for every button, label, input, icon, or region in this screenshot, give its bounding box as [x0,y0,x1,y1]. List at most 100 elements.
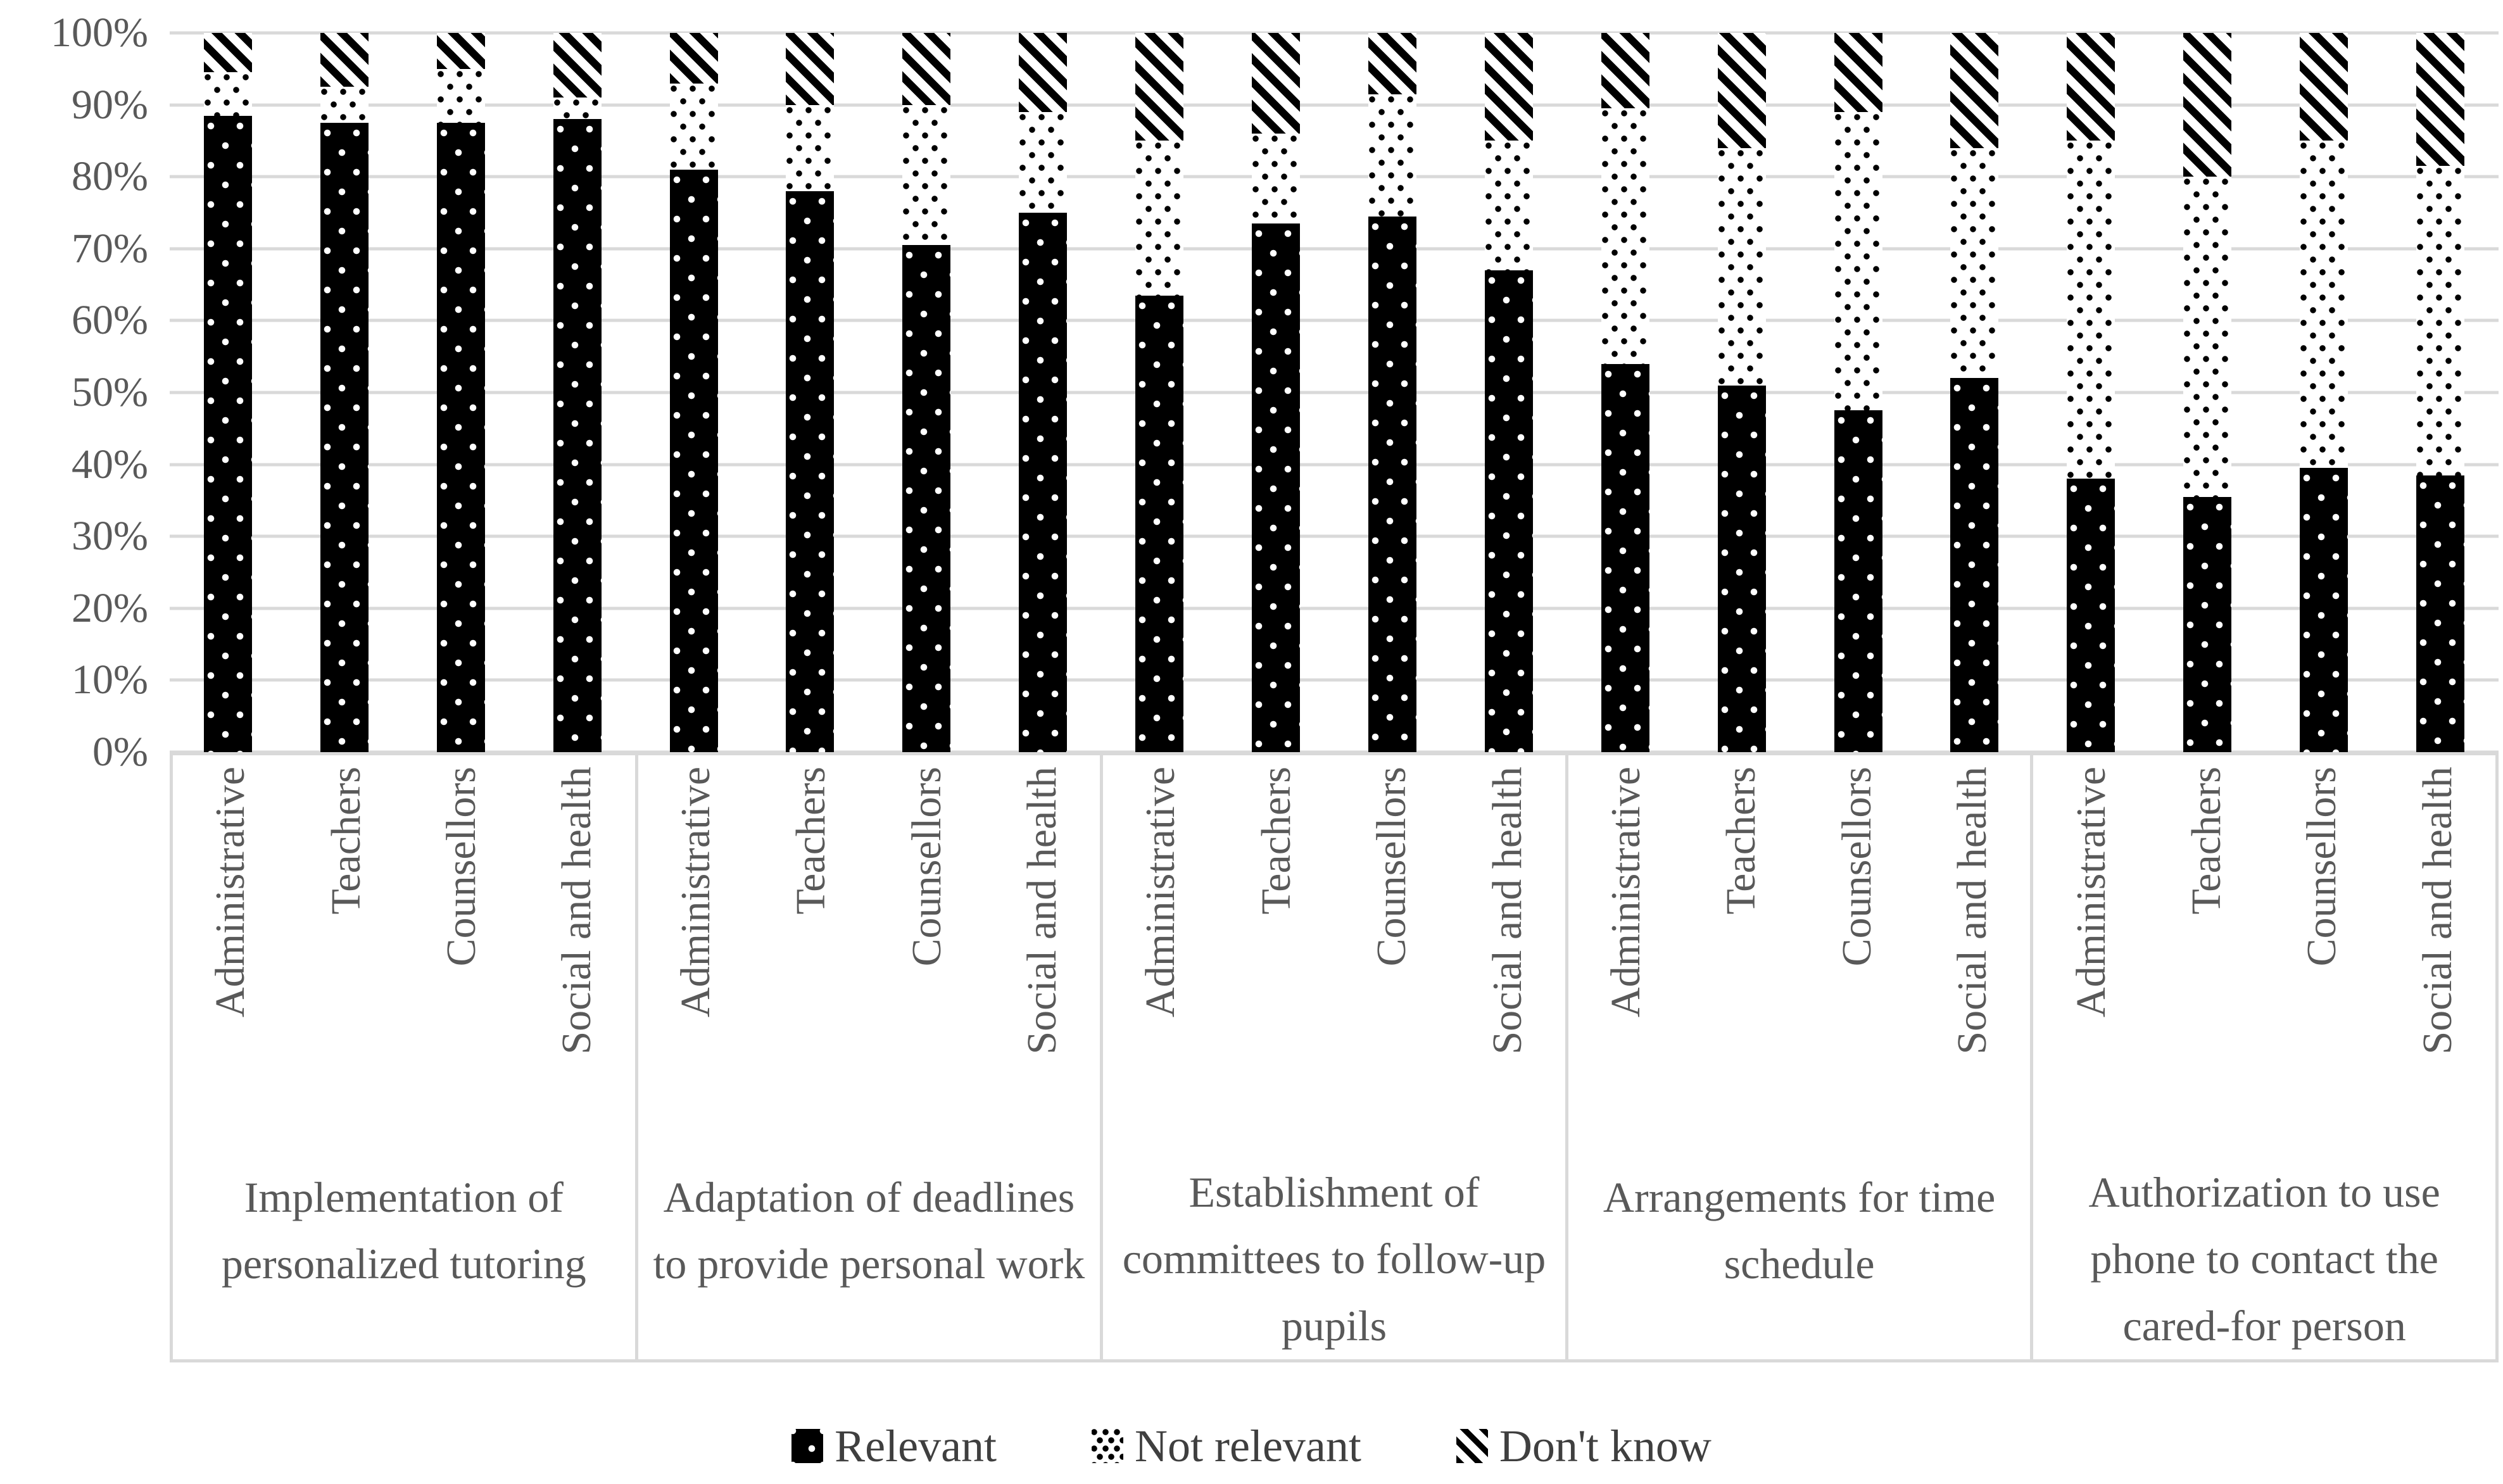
y-tick-label: 100% [51,9,148,56]
bar-segment-not-relevant [669,83,718,170]
bar-segment-dont-know [436,33,485,69]
sub-category-label-cell: Social and health [1449,755,1565,1143]
bar-slot [170,33,286,752]
stacked-bar [553,33,602,752]
bar-segment-dont-know [669,33,718,84]
y-tick-label: 30% [72,513,148,560]
x-axis-bar-label: Teachers [788,767,835,915]
gridline [170,175,2499,179]
bar-slot [403,33,519,752]
bar-segment-relevant [2416,475,2465,752]
group-label-text: Implementation of personalized tutoring [221,1173,586,1288]
bar-slot [1684,33,1800,752]
y-tick-label: 50% [72,369,148,415]
bar-segment-dont-know [1484,33,1533,141]
group-label-text: Arrangements for time schedule [1603,1173,1996,1288]
bar-segment-relevant [786,191,835,752]
x-axis-bar-label: Social and health [1019,767,1066,1055]
sub-category-labels: Administrative Teachers Counsellors Social … [2033,755,2495,1143]
x-axis-bar-label: Counsellors [1368,767,1415,967]
sub-category-label-cell: Teachers [288,755,403,1148]
bar-segment-not-relevant [2416,166,2465,475]
stacked-bar [1368,33,1416,752]
sub-category-label-cell: Counsellors [869,755,984,1148]
group-label: Authorization to use phone to contact th… [2033,1143,2495,1359]
bar-segment-not-relevant [436,68,485,123]
group-label: Arrangements for time schedule [1568,1148,2031,1359]
x-axis-bar-label: Counsellors [903,767,950,967]
bar-segment-not-relevant [1717,148,1766,386]
gridline [170,391,2499,394]
gridline [170,607,2499,610]
x-axis-bar-label: Counsellors [1833,767,1880,967]
bar-segment-relevant [1019,212,1068,752]
stacked-bar [1252,33,1301,752]
group-label: Establishment of committees to follow-up… [1103,1143,1565,1359]
bar-segment-relevant [1717,385,1766,752]
y-tick-label: 40% [72,441,148,487]
bar-segment-relevant [2300,468,2349,752]
legend-swatch-relevant-icon [791,1429,824,1463]
bar-group [1567,33,2033,752]
bar-segment-not-relevant [1601,108,1649,364]
x-axis-bar-label: Social and health [1949,767,1996,1055]
y-tick-label: 70% [72,225,148,272]
stacked-bar [902,33,951,752]
x-axis-bar-label: Counsellors [438,767,485,967]
bar-segment-not-relevant [320,87,369,123]
sub-category-labels: Administrative Teachers Counsellors Social … [173,755,635,1148]
bar-segment-not-relevant [786,104,835,191]
bar-segment-relevant [1368,216,1416,752]
stacked-bar [203,33,252,752]
sub-category-label-cell: Administrative [2033,755,2148,1143]
group-label-text: Adaptation of deadlines to provide perso… [653,1173,1085,1288]
y-tick-label: 0% [92,729,148,775]
bar-segment-not-relevant [1484,141,1533,270]
stacked-bar [1950,33,1999,752]
plot-area [170,31,2499,754]
stacked-bar [1484,33,1533,752]
bar-segment-dont-know [553,33,602,98]
sub-category-label-cell: Administrative [1103,755,1218,1143]
bar-segment-relevant [669,169,718,752]
bar-segment-relevant [320,122,369,752]
bar-slot [519,33,636,752]
bar-group [1101,33,1567,752]
x-axis-bar-label: Administrative [1602,767,1649,1017]
legend-label: Not relevant [1135,1421,1361,1471]
bar-segment-not-relevant [1135,141,1184,296]
sub-category-labels: Administrative Teachers Counsellors Social … [638,755,1100,1148]
sub-category-label-cell: Counsellors [1334,755,1449,1143]
legend-item: Not relevant [1092,1423,1361,1469]
bar-segment-dont-know [1601,33,1649,109]
legend-item: Relevant [791,1423,997,1469]
bar-slot [1101,33,1218,752]
bar-slot [985,33,1101,752]
sub-category-label-cell: Counsellors [1800,755,1915,1148]
stacked-bar [1601,33,1649,752]
bar-slot [1218,33,1334,752]
stacked-bar [436,33,485,752]
x-axis-bar-label: Social and health [2414,767,2461,1055]
bar-segment-not-relevant [902,104,951,246]
bar-segment-dont-know [1368,33,1416,94]
legend-label: Relevant [835,1421,997,1471]
bar-segment-dont-know [2067,33,2115,141]
bar-segment-not-relevant [1019,111,1068,213]
bar-slot [1800,33,1917,752]
bar-segment-dont-know [1717,33,1766,148]
bar-slot [2149,33,2266,752]
bar-segment-relevant [1135,295,1184,752]
sub-category-label-cell: Counsellors [404,755,519,1148]
y-tick-label: 80% [72,153,148,200]
bar-segment-not-relevant [1368,94,1416,217]
bar-slot [1917,33,2033,752]
x-axis-bar-label: Social and health [1484,767,1530,1055]
legend: Relevant Not relevant Don't know [0,1423,2503,1469]
legend-label: Don't know [1499,1421,1712,1471]
x-axis-bar-label: Social and health [553,767,600,1055]
gridline [170,463,2499,467]
bar-segment-dont-know [2183,33,2232,177]
sub-category-label-cell: Administrative [173,755,288,1148]
